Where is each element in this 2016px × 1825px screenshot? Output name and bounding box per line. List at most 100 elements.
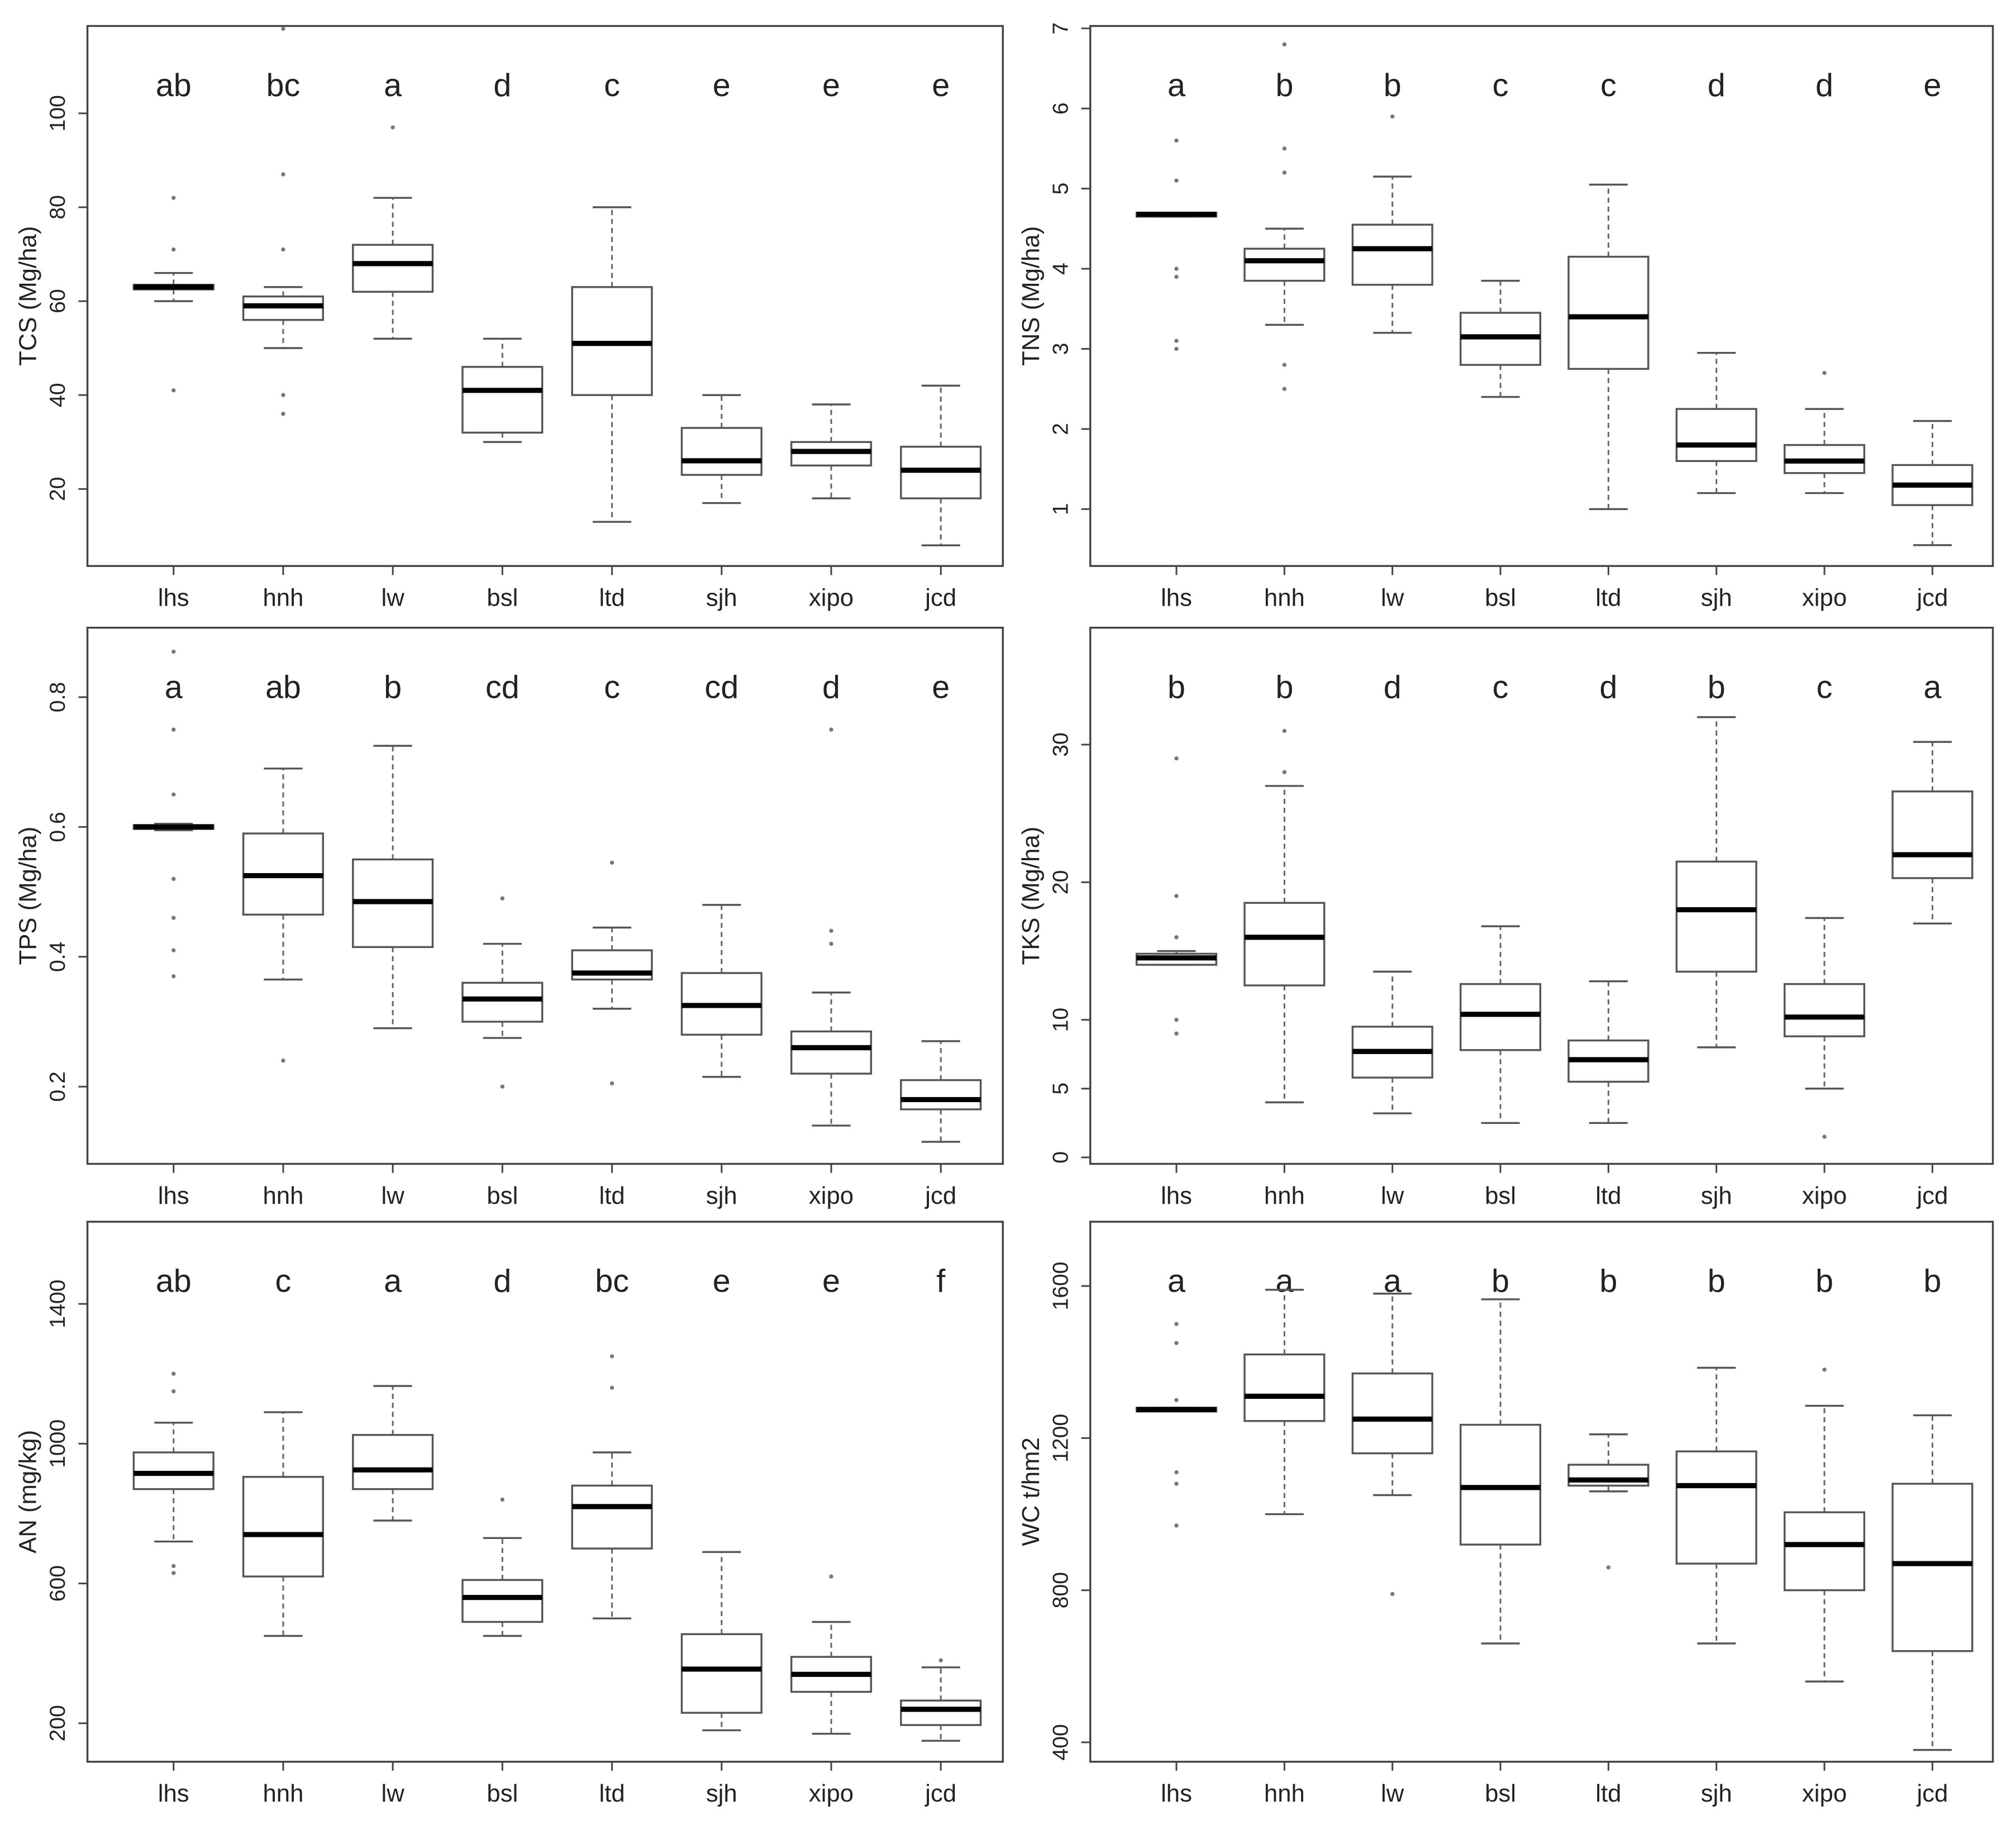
outlier bbox=[1174, 346, 1179, 351]
x-tick-label: lhs bbox=[158, 584, 189, 612]
x-tick-label: sjh bbox=[706, 1182, 737, 1209]
outlier bbox=[609, 1385, 614, 1390]
outlier bbox=[829, 928, 833, 933]
y-tick-label: 10 bbox=[1048, 1008, 1073, 1032]
outlier bbox=[171, 1371, 176, 1376]
significance-letter: d bbox=[822, 669, 840, 705]
box bbox=[1351, 223, 1433, 286]
x-tick-label: jcd bbox=[924, 584, 956, 612]
significance-letter: b bbox=[1708, 669, 1726, 705]
box bbox=[1675, 1450, 1757, 1565]
y-axis-label: AN (mg/kg) bbox=[14, 1430, 41, 1554]
x-tick-label: lw bbox=[382, 1780, 405, 1807]
y-tick-label: 0.2 bbox=[46, 1071, 70, 1102]
x-tick-label: sjh bbox=[1701, 584, 1732, 612]
x-tick-label: xipo bbox=[809, 1780, 854, 1807]
outlier bbox=[1606, 1565, 1611, 1570]
outlier bbox=[1174, 1481, 1179, 1486]
outlier bbox=[1174, 1398, 1179, 1403]
significance-letter: b bbox=[1599, 1264, 1617, 1299]
significance-letter: a bbox=[1167, 1264, 1185, 1299]
x-tick-label: ltd bbox=[599, 1780, 625, 1807]
outlier bbox=[171, 247, 176, 252]
significance-letter: a bbox=[1923, 669, 1941, 705]
outlier bbox=[281, 247, 285, 252]
x-tick-label: xipo bbox=[809, 1182, 854, 1209]
significance-letter: a bbox=[1167, 68, 1185, 103]
y-tick-label: 1000 bbox=[46, 1419, 70, 1468]
outlier bbox=[171, 727, 176, 732]
y-tick-label: 20 bbox=[46, 477, 70, 502]
significance-letter: cd bbox=[485, 669, 520, 705]
significance-letter: c bbox=[1817, 669, 1833, 705]
significance-letter: d bbox=[493, 1264, 511, 1299]
significance-letter: d bbox=[1384, 669, 1402, 705]
x-tick-label: sjh bbox=[706, 1780, 737, 1807]
significance-letter: c bbox=[1600, 68, 1617, 103]
x-tick-label: bsl bbox=[487, 1780, 518, 1807]
plot-frame bbox=[86, 25, 1004, 567]
outlier bbox=[1174, 1322, 1179, 1326]
outlier bbox=[281, 412, 285, 416]
outlier bbox=[1174, 1470, 1179, 1475]
outlier bbox=[281, 393, 285, 397]
outlier bbox=[171, 196, 176, 200]
x-tick-label: jcd bbox=[924, 1182, 956, 1209]
y-tick-label: 1200 bbox=[1048, 1414, 1073, 1462]
significance-letter: b bbox=[1491, 1264, 1509, 1299]
outlier bbox=[609, 1081, 614, 1086]
outlier bbox=[1282, 170, 1287, 175]
y-tick-label: 40 bbox=[46, 383, 70, 407]
box bbox=[132, 1451, 215, 1490]
box bbox=[900, 1079, 982, 1111]
outlier bbox=[1282, 42, 1287, 47]
outlier bbox=[1174, 339, 1179, 343]
x-tick-label: hnh bbox=[1264, 1182, 1305, 1209]
significance-letter: bc bbox=[266, 68, 301, 103]
y-tick-label: 800 bbox=[1048, 1572, 1073, 1608]
significance-letter: d bbox=[1815, 68, 1833, 103]
significance-letter: a bbox=[165, 669, 183, 705]
outlier bbox=[171, 1571, 176, 1575]
x-tick-label: lw bbox=[382, 1182, 405, 1209]
y-tick-label: 1 bbox=[1048, 503, 1073, 515]
significance-letter: ab bbox=[265, 669, 301, 705]
x-tick-label: sjh bbox=[1701, 1780, 1732, 1807]
y-tick-label: 100 bbox=[46, 95, 70, 131]
y-axis-label: WC t/hm2 bbox=[1017, 1437, 1045, 1546]
outlier bbox=[1174, 274, 1179, 279]
box bbox=[790, 1030, 873, 1075]
box bbox=[1891, 1483, 1974, 1652]
plot-frame bbox=[1089, 626, 1994, 1165]
outlier bbox=[500, 1084, 505, 1089]
x-tick-label: hnh bbox=[1264, 1780, 1305, 1807]
outlier bbox=[500, 1497, 505, 1502]
x-tick-label: lw bbox=[1381, 1780, 1404, 1807]
x-tick-label: lhs bbox=[1161, 1182, 1192, 1209]
x-tick-label: sjh bbox=[1701, 1182, 1732, 1209]
outlier bbox=[1282, 728, 1287, 733]
outlier bbox=[1390, 1591, 1395, 1597]
box bbox=[680, 427, 762, 476]
x-tick-label: hnh bbox=[263, 584, 303, 612]
box bbox=[1243, 1353, 1326, 1422]
box bbox=[571, 1484, 653, 1550]
x-tick-label: jcd bbox=[1915, 1780, 1948, 1807]
significance-letter: e bbox=[932, 669, 950, 705]
outlier bbox=[1282, 146, 1287, 151]
y-tick-label: 5 bbox=[1048, 183, 1073, 195]
outlier bbox=[1174, 935, 1179, 940]
outlier bbox=[171, 649, 176, 654]
box bbox=[1675, 408, 1757, 463]
x-tick-label: lw bbox=[1381, 584, 1404, 612]
outlier bbox=[1282, 770, 1287, 774]
box bbox=[1459, 983, 1542, 1051]
x-tick-label: ltd bbox=[1595, 1780, 1621, 1807]
box bbox=[352, 244, 434, 293]
x-tick-label: lw bbox=[1381, 1182, 1404, 1209]
outlier bbox=[171, 792, 176, 797]
x-tick-label: lhs bbox=[158, 1780, 189, 1807]
y-tick-label: 2 bbox=[1048, 423, 1073, 435]
box bbox=[680, 1633, 762, 1714]
box bbox=[1675, 860, 1757, 973]
